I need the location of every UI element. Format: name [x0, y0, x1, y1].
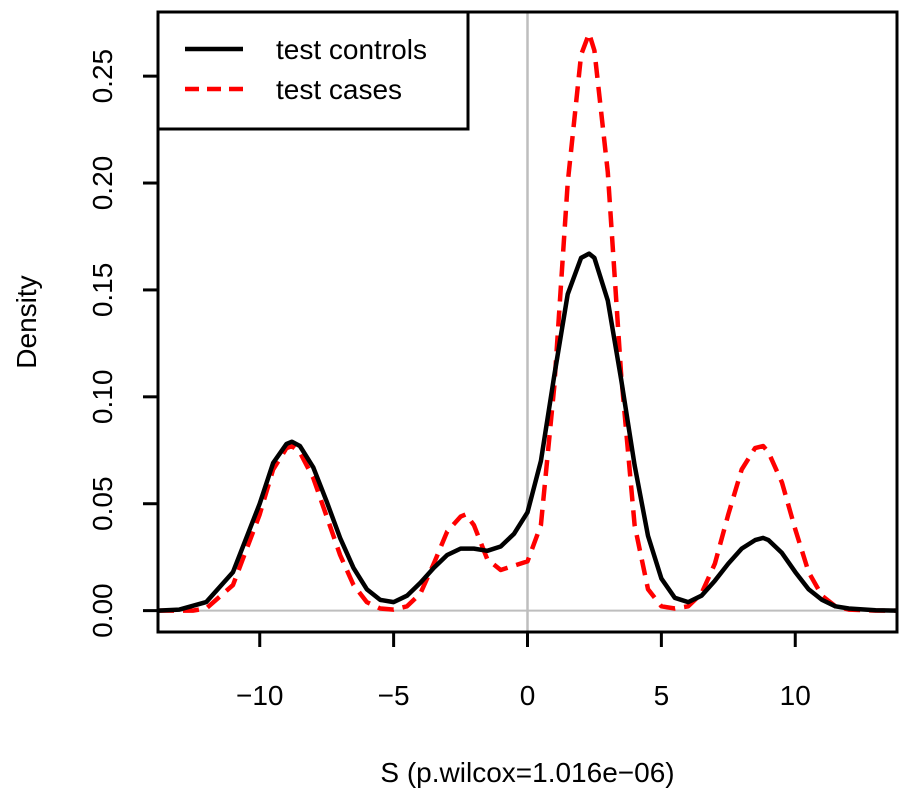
legend-label: test cases: [276, 74, 402, 105]
reference-lines: [158, 12, 897, 632]
x-axis: −10 −5 0 5 10: [236, 630, 811, 711]
y-tick-label: 0.20: [87, 156, 118, 211]
x-axis-label: S (p.wilcox=1.016e−06): [380, 757, 674, 788]
legend-label: test controls: [276, 34, 427, 65]
legend: test controls test cases: [156, 10, 470, 131]
x-tick-label: −5: [378, 680, 410, 711]
series-line-1: [158, 31, 897, 613]
y-tick-label: 0.10: [87, 370, 118, 425]
y-axis-label: Density: [11, 275, 42, 368]
y-tick-label: 0.00: [87, 583, 118, 638]
y-tick-label: 0.15: [87, 263, 118, 318]
y-tick-label: 0.25: [87, 49, 118, 104]
legend-box: [156, 10, 470, 131]
y-axis: 0.00 0.05 0.10 0.15 0.20 0.25: [87, 49, 160, 638]
x-tick-label: 5: [654, 680, 670, 711]
x-tick-label: 0: [520, 680, 536, 711]
x-tick-label: −10: [236, 680, 284, 711]
series-line-0: [157, 251, 898, 613]
x-tick-label: 10: [780, 680, 811, 711]
series-layer: [157, 31, 898, 613]
y-tick-label: 0.05: [87, 476, 118, 530]
